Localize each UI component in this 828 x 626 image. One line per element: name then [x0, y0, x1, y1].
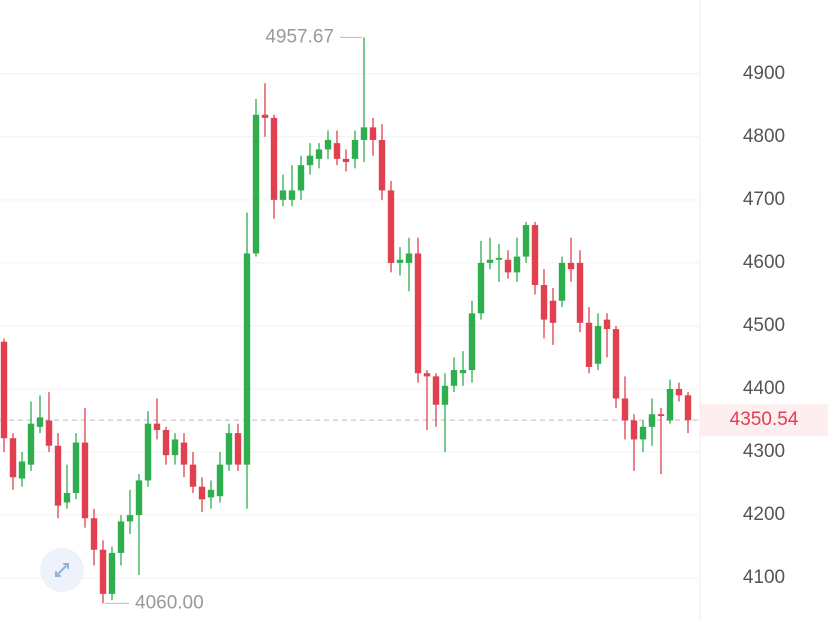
candle-body	[594, 325, 602, 364]
candle-body	[288, 190, 296, 200]
max-label: 4957.67	[265, 26, 334, 47]
y-tick-label: 4100	[743, 567, 785, 588]
candle-body	[243, 253, 251, 465]
candle-body	[54, 445, 62, 506]
candle-body	[423, 373, 431, 377]
candle-body	[108, 552, 116, 594]
candle-body	[135, 480, 143, 516]
candle-body	[270, 117, 278, 200]
candle-body	[27, 423, 35, 465]
candle-body	[387, 190, 395, 263]
candle-body	[495, 257, 503, 260]
candle-body	[666, 388, 674, 421]
candle-body	[639, 426, 647, 440]
candle-body	[513, 256, 521, 273]
candle-body	[207, 489, 215, 498]
candle-body	[225, 433, 233, 465]
candle-body	[540, 284, 548, 320]
y-tick-label: 4700	[743, 189, 785, 210]
candle-body	[360, 127, 368, 140]
candle-body	[36, 417, 44, 427]
candle-body	[396, 259, 404, 263]
candle-body	[621, 398, 629, 421]
candle-body	[90, 518, 98, 550]
candle-body	[558, 262, 566, 301]
candle-body	[648, 414, 656, 427]
candle-body	[351, 139, 359, 159]
candle-body	[63, 493, 71, 503]
candle-body	[117, 521, 125, 553]
candle-body	[297, 165, 305, 191]
candle-body	[576, 262, 584, 323]
y-tick-label: 4400	[743, 378, 785, 399]
candle-body	[585, 322, 593, 367]
last-price-label: 4350.54	[730, 409, 799, 430]
candle-body	[549, 300, 557, 323]
candle-body	[9, 438, 17, 478]
candle-body	[333, 143, 341, 159]
candle-body	[504, 259, 512, 273]
candle-body	[459, 370, 467, 374]
candle-body	[369, 127, 377, 140]
candle-body	[162, 429, 170, 456]
candle-body	[486, 259, 494, 263]
candle-body	[261, 114, 269, 118]
candle-body	[342, 158, 350, 163]
candle-body	[324, 139, 332, 150]
candle-body	[477, 262, 485, 314]
candle-body	[279, 190, 287, 200]
last-price-tag-bg	[700, 404, 828, 437]
y-tick-label: 4500	[743, 315, 785, 336]
min-label: 4060.00	[135, 592, 204, 613]
candle-body	[81, 442, 89, 519]
candle-body	[657, 414, 665, 417]
candle-body	[450, 370, 458, 386]
candle-body	[45, 420, 53, 446]
candle-body	[72, 442, 80, 494]
candle-body	[441, 385, 449, 405]
candle-body	[216, 464, 224, 497]
candle-body	[531, 225, 539, 285]
candle-body	[378, 139, 386, 191]
y-tick-label: 4300	[743, 441, 785, 462]
candle-body	[306, 155, 314, 166]
candle-body	[522, 225, 530, 257]
candle-body	[234, 433, 242, 465]
candle-body	[153, 423, 161, 430]
candle-body	[18, 461, 26, 479]
candle-body	[126, 515, 134, 522]
y-tick-label: 4200	[743, 504, 785, 525]
candle-body	[189, 464, 197, 487]
candle-body	[198, 486, 206, 500]
candle-body	[405, 253, 413, 263]
candle-body	[675, 388, 683, 396]
candle-body	[432, 376, 440, 405]
candle-body	[567, 262, 575, 270]
candle-body	[171, 439, 179, 456]
candle-body	[180, 442, 188, 465]
candle-body	[468, 313, 476, 371]
candle-body	[684, 395, 692, 421]
candle-body	[0, 341, 8, 439]
candle-body	[612, 329, 620, 399]
candle-body	[144, 423, 152, 481]
candle-body	[630, 420, 638, 440]
y-tick-label: 4800	[743, 126, 785, 147]
candle-body	[603, 319, 611, 330]
expand-button[interactable]	[40, 548, 84, 592]
y-tick-label: 4600	[743, 252, 785, 273]
candle-body	[414, 253, 422, 374]
candle-body	[99, 549, 107, 594]
expand-icon[interactable]	[55, 563, 69, 577]
candle-body	[252, 114, 260, 254]
y-tick-label: 4900	[743, 63, 785, 84]
candle-body	[315, 149, 323, 159]
